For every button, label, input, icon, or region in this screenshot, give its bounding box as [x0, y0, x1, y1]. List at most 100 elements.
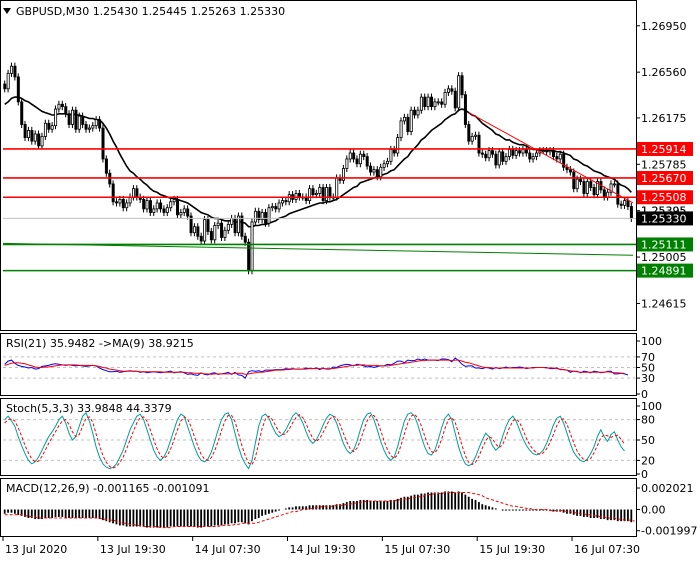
candle-body — [470, 135, 474, 142]
candle-body — [87, 127, 91, 130]
candle-body — [335, 177, 339, 198]
candle-body — [270, 206, 274, 209]
candle-body — [40, 135, 44, 147]
candle-body — [386, 160, 390, 165]
time-tick-label: 13 Jul 19:30 — [100, 543, 166, 556]
candle-body — [233, 218, 237, 234]
candle-body — [230, 218, 234, 225]
candle-body — [189, 215, 193, 234]
candle-body — [369, 165, 373, 173]
candle-body — [118, 198, 122, 204]
candle-body — [609, 183, 613, 193]
candle-body — [206, 219, 210, 232]
candle-body — [596, 181, 600, 196]
candle-body — [558, 153, 562, 160]
candle-body — [281, 200, 285, 204]
candle-body — [399, 120, 403, 138]
candle-body — [294, 193, 298, 200]
indicator-tick-label: 80 — [641, 414, 655, 427]
candle-body — [379, 166, 383, 178]
candle-body — [240, 215, 244, 237]
candle-body — [111, 183, 115, 203]
candle-body — [413, 109, 417, 116]
candle-body — [619, 203, 623, 206]
horizontal-levels[interactable]: 1.25914 1.25670 1.25508 1.25111 1.24891 1.253… — [3, 141, 693, 278]
candle-body — [284, 200, 288, 203]
candle-body — [524, 149, 528, 154]
candle-body — [142, 198, 146, 210]
candle-body — [450, 88, 454, 92]
candle-body — [145, 200, 149, 210]
candle-body — [436, 101, 440, 104]
candle-body — [3, 83, 7, 90]
candle-body — [237, 215, 241, 234]
candle-body — [345, 158, 349, 169]
indicator-series-line — [4, 359, 625, 375]
candle-body — [253, 210, 257, 223]
candle-body — [16, 76, 20, 103]
candle-body — [23, 124, 27, 138]
indicator-tick-label: 50 — [641, 362, 655, 375]
candle-body — [416, 109, 420, 116]
candle-body — [568, 169, 572, 173]
candle-body — [626, 200, 630, 207]
current-price-label: 1.25330 — [641, 212, 687, 225]
candle-body — [47, 122, 51, 130]
level-label: 1.24891 — [641, 265, 687, 278]
candle-body — [60, 103, 64, 108]
candle-body — [220, 222, 224, 238]
candle-body — [433, 101, 437, 108]
time-tick-label: 15 Jul 07:30 — [384, 543, 450, 556]
candle-body — [121, 198, 125, 209]
candle-body — [406, 116, 410, 133]
candle-body — [64, 106, 68, 115]
candle-body — [484, 153, 488, 159]
candle-body — [328, 187, 332, 198]
candle-body — [84, 124, 88, 130]
symbol-dropdown-icon[interactable] — [3, 8, 11, 14]
rsi-panel-frame — [0, 333, 637, 396]
candle-body — [287, 194, 291, 203]
candle-body — [257, 210, 261, 221]
candle-body — [457, 75, 461, 109]
indicator-tick-label: 30 — [641, 372, 655, 385]
candle-body — [497, 151, 501, 166]
candle-body — [562, 153, 566, 168]
candle-body — [585, 181, 589, 194]
candle-body — [27, 130, 31, 138]
candle-body — [602, 189, 606, 198]
candle-body — [132, 188, 136, 198]
level-label-box — [637, 190, 693, 205]
candle-body — [582, 181, 586, 194]
candle-body — [196, 226, 200, 237]
candle-body — [216, 222, 220, 226]
candle-body — [148, 200, 152, 213]
candle-body — [98, 119, 102, 129]
candle-body — [152, 208, 156, 213]
candle-body — [511, 149, 515, 156]
candle-body — [155, 202, 159, 210]
candle-body — [392, 149, 396, 154]
candle-body — [325, 187, 329, 201]
current-price-box — [637, 211, 693, 226]
candle-body — [186, 208, 190, 217]
level-label-box — [637, 141, 693, 156]
candle-body — [494, 153, 498, 166]
time-tick-label: 14 Jul 07:30 — [195, 543, 261, 556]
candle-body — [548, 150, 552, 153]
candle-body — [402, 116, 406, 122]
candle-body — [115, 201, 119, 204]
candle-body — [318, 187, 322, 194]
indicator-tick-label: 70 — [641, 351, 655, 364]
candle-body — [13, 65, 17, 78]
level-label-box — [637, 170, 693, 185]
candle-body — [213, 225, 217, 241]
candle-body — [629, 206, 633, 219]
candle-body — [176, 198, 180, 216]
candle-body — [74, 109, 78, 130]
candle-body — [382, 163, 386, 168]
candle-body — [589, 181, 593, 188]
